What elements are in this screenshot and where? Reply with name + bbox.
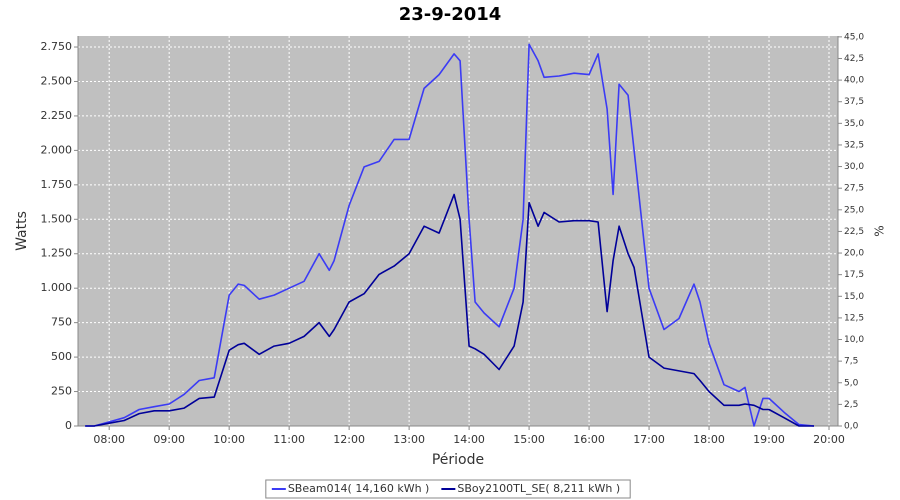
x-tick-label: 09:00	[153, 433, 185, 446]
series-line	[85, 193, 814, 427]
y-tick-label: 500	[51, 350, 72, 363]
y2-tick-label: 15,0	[844, 292, 864, 302]
y2-tick-label: 22,5	[844, 227, 864, 237]
y2-tick-label: 2,5	[844, 400, 858, 410]
y-tick-label: 2.500	[41, 74, 73, 87]
y2-axis-label: %	[873, 225, 887, 236]
y2-tick-label: 7,5	[844, 357, 858, 367]
legend-label: SBeam014( 14,160 kWh )	[288, 482, 430, 495]
y2-tick-label: 5,0	[844, 378, 859, 388]
y2-tick-label: 10,0	[844, 335, 864, 345]
x-tick-label: 11:00	[273, 433, 305, 446]
y-tick-label: 1.750	[41, 178, 73, 191]
y2-tick-label: 0,0	[844, 422, 859, 432]
y2-tick-label: 27,5	[844, 184, 864, 194]
x-tick-label: 17:00	[633, 433, 665, 446]
y2-tick-label: 25,0	[844, 205, 864, 215]
series-line	[85, 43, 815, 427]
y2-tick-label: 37,5	[844, 97, 864, 107]
y2-tick-label: 30,0	[844, 162, 864, 172]
y-tick-label: 250	[51, 385, 72, 398]
y2-tick-label: 42,5	[844, 54, 864, 64]
x-tick-label: 08:00	[93, 433, 125, 446]
x-tick-label: 14:00	[453, 433, 485, 446]
y2-tick-label: 45,0	[844, 32, 864, 42]
y-tick-label: 1.250	[41, 247, 73, 260]
y2-tick-label: 35,0	[844, 119, 864, 129]
chart-title: 23-9-2014	[399, 4, 502, 25]
y-tick-label: 2.250	[41, 109, 73, 122]
x-tick-label: 19:00	[753, 433, 785, 446]
x-tick-label: 18:00	[693, 433, 725, 446]
y-axis-label: Watts	[14, 211, 30, 251]
y-tick-label: 1.500	[41, 212, 73, 225]
plot-area	[78, 36, 838, 426]
y-tick-label: 0	[65, 419, 72, 432]
x-tick-label: 16:00	[573, 433, 605, 446]
x-tick-label: 10:00	[213, 433, 245, 446]
x-tick-label: 13:00	[393, 433, 425, 446]
x-tick-label: 12:00	[333, 433, 365, 446]
x-axis-label: Période	[432, 452, 484, 468]
y-tick-label: 2.000	[41, 143, 73, 156]
y2-tick-label: 20,0	[844, 249, 864, 259]
y2-tick-label: 40,0	[844, 76, 864, 86]
y-tick-label: 750	[51, 316, 72, 329]
y-tick-label: 1.000	[41, 281, 73, 294]
x-tick-label: 20:00	[813, 433, 845, 446]
y2-tick-label: 12,5	[844, 313, 864, 323]
y2-tick-label: 32,5	[844, 140, 864, 150]
legend-label: SBoy2100TL_SE( 8,211 kWh )	[457, 482, 620, 495]
y-tick-label: 2.750	[41, 40, 73, 53]
y2-tick-label: 17,5	[844, 270, 864, 280]
x-tick-label: 15:00	[513, 433, 545, 446]
